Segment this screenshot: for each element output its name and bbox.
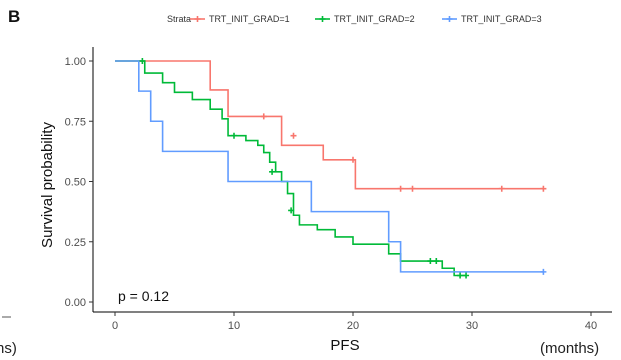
km-curve-series-2 <box>115 60 467 277</box>
legend-label-series-3: TRT_INIT_GRAD=3 <box>461 14 542 24</box>
x-tick-label: 40 <box>585 320 597 332</box>
panel-letter: B <box>8 7 20 26</box>
plot-area: 0.00 0.25 0.50 0.75 1.00 0 10 20 30 40 <box>65 47 612 332</box>
x-axis-title: PFS <box>330 337 359 354</box>
legend-key-cross-1 <box>194 16 201 22</box>
y-tick-label: 0.50 <box>65 177 86 189</box>
units-label: (months) <box>540 340 599 357</box>
censor-mark-series-2 <box>231 132 237 139</box>
km-curve-series-1 <box>115 60 544 190</box>
legend-key-cross-3 <box>446 16 453 22</box>
legend-label-series-2: TRT_INIT_GRAD=2 <box>334 14 415 24</box>
y-tick-label: 0.00 <box>65 297 86 309</box>
censor-mark-series-2 <box>139 58 146 64</box>
x-tick-label: 30 <box>466 320 478 332</box>
y-tick-label: 0.25 <box>65 237 86 249</box>
censor-mark-series-3 <box>540 268 547 275</box>
censor-mark-series-2 <box>269 168 276 175</box>
legend-title: Strata <box>167 14 191 24</box>
censor-mark-series-1 <box>290 132 297 139</box>
x-tick-label: 20 <box>347 320 359 332</box>
censor-mark-series-1 <box>260 113 267 120</box>
x-tick-label: 10 <box>228 320 240 332</box>
left-edge-fragment: hs) <box>0 340 17 357</box>
x-tick-label: 0 <box>112 320 118 332</box>
legend: Strata TRT_INIT_GRAD=1 TRT_INIT_GRAD=2 TRT_… <box>167 14 542 24</box>
censor-mark-series-1 <box>540 185 547 192</box>
y-tick-label: 1.00 <box>65 56 86 68</box>
censor-mark-series-2 <box>427 258 434 265</box>
censor-mark-series-1 <box>498 185 505 192</box>
y-axis-title: Survival probability <box>39 122 56 248</box>
y-tick-label: 0.75 <box>65 116 86 128</box>
legend-key-cross-2 <box>319 16 326 22</box>
censor-mark-series-2 <box>288 207 295 214</box>
censor-mark-series-2 <box>457 272 464 279</box>
censor-mark-series-2 <box>463 272 470 279</box>
censor-mark-series-2 <box>433 258 440 265</box>
legend-label-series-1: TRT_INIT_GRAD=1 <box>209 14 290 24</box>
km-curve-series-3 <box>115 60 544 273</box>
censor-mark-series-1 <box>397 185 404 192</box>
censor-mark-series-1 <box>409 185 416 192</box>
p-value-label: p = 0.12 <box>118 288 169 304</box>
censor-mark-series-1 <box>350 156 356 163</box>
